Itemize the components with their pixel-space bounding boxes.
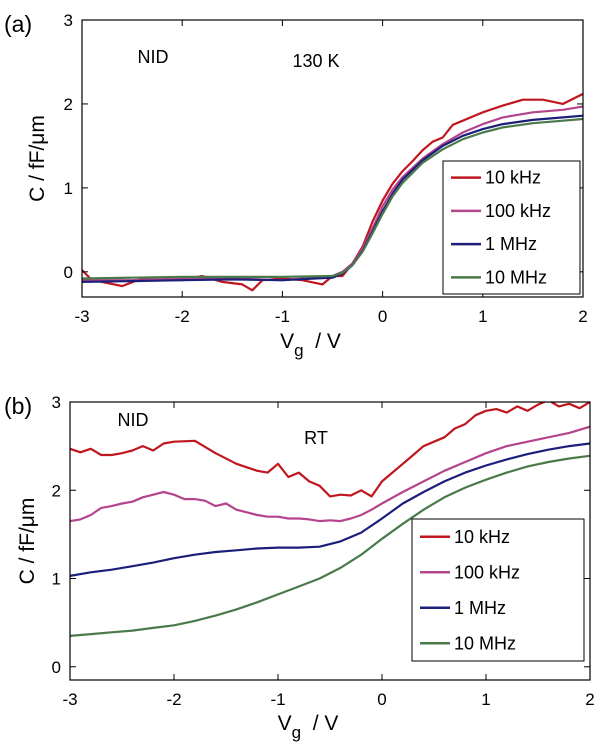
series-line-10-khz — [70, 402, 590, 498]
x-tick-label: -1 — [270, 690, 285, 709]
x-tick-label: -3 — [74, 307, 89, 326]
x-axis-label-main: V — [278, 712, 292, 735]
y-tick-label: 2 — [64, 95, 73, 114]
x-tick-label: 0 — [377, 690, 386, 709]
y-axis-label: C / fF/μm — [26, 115, 49, 202]
y-tick-label: 0 — [52, 658, 61, 677]
x-axis-label-main: V — [280, 330, 294, 353]
y-tick-label: 3 — [64, 11, 73, 30]
legend-box — [442, 160, 581, 295]
legend-label: 10 MHz — [454, 633, 516, 653]
x-tick-label: -2 — [175, 307, 190, 326]
series-line-1-mhz — [70, 442, 590, 577]
annotation: NID — [138, 47, 169, 67]
panel-label: (a) — [4, 11, 32, 37]
x-axis-label-subscript: g — [292, 723, 301, 742]
x-axis-label: Vg / V — [280, 330, 341, 360]
x-tick-label: -3 — [62, 690, 77, 709]
legend: 10 kHz 100 kHz 1 MHz 10 MHz — [442, 160, 581, 295]
legend: 10 kHz 100 kHz 1 MHz 10 MHz — [411, 518, 585, 662]
x-tick-label: 2 — [585, 690, 594, 709]
series-line-10-mhz — [82, 117, 583, 280]
y-tick-label: 3 — [52, 393, 61, 412]
legend-label: 10 kHz — [485, 168, 541, 188]
series-line-100-khz — [70, 425, 590, 523]
chart-panel-2: -3 -2 -1 0 1 2 0 1 2 3 C / fF/μm Vg / V (b) NID RT 10 k… — [4, 393, 595, 742]
series-line-1-mhz — [82, 114, 583, 283]
y-tick-label: 1 — [64, 179, 73, 198]
legend-label: 10 kHz — [454, 527, 510, 547]
y-axis-label: C / fF/μm — [16, 498, 39, 585]
annotation: NID — [118, 410, 149, 430]
series-line-10-mhz — [70, 454, 590, 637]
axes-frame — [69, 401, 591, 681]
panel-label: (b) — [4, 393, 32, 419]
x-axis-label: Vg / V — [278, 712, 339, 742]
chart-panel-1: -3 -2 -1 0 1 2 0 1 2 3 C / fF/μm Vg / V (a) NID 130 K 1… — [4, 11, 588, 360]
legend-label: 100 kHz — [485, 201, 551, 221]
legend-box — [411, 518, 585, 662]
x-axis-label-unit: / V — [301, 712, 338, 735]
x-axis-label-subscript: g — [294, 341, 303, 360]
x-tick-label: 2 — [578, 307, 587, 326]
x-tick-label: 1 — [478, 307, 487, 326]
x-tick-label: 0 — [378, 307, 387, 326]
x-axis-label-unit: / V — [304, 330, 341, 353]
legend-label: 1 MHz — [454, 598, 506, 618]
legend-label: 1 MHz — [485, 234, 537, 254]
x-tick-label: -2 — [166, 690, 181, 709]
x-tick-label: 1 — [481, 690, 490, 709]
y-tick-label: 2 — [52, 481, 61, 500]
y-tick-label: 1 — [52, 570, 61, 589]
legend-label: 100 kHz — [454, 562, 520, 582]
legend-label: 10 MHz — [485, 267, 547, 287]
annotation: 130 K — [292, 51, 339, 71]
x-tick-label: -1 — [275, 307, 290, 326]
y-tick-label: 0 — [64, 263, 73, 282]
annotation: RT — [304, 428, 328, 448]
axes-frame — [81, 19, 584, 298]
